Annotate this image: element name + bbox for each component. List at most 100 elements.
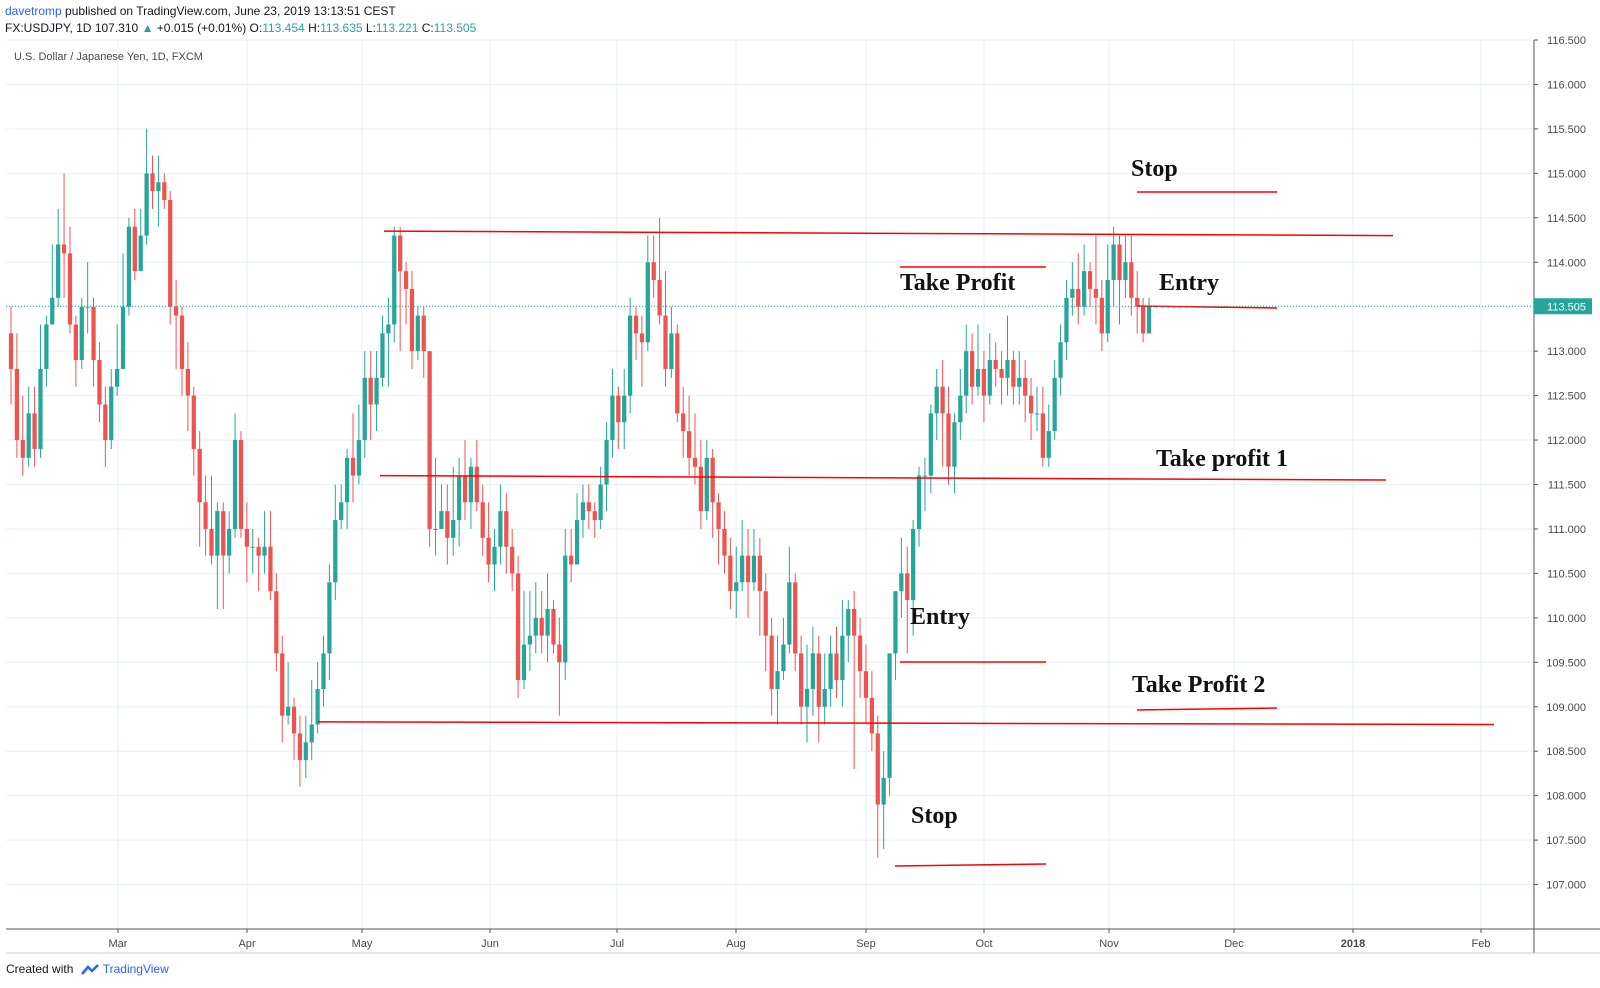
candle-body[interactable]: [616, 395, 621, 423]
trend-line-support[interactable]: [317, 721, 1495, 726]
candle-body[interactable]: [162, 182, 167, 201]
candle-body[interactable]: [527, 635, 533, 645]
candle-body[interactable]: [846, 608, 851, 636]
candle-body[interactable]: [26, 413, 31, 458]
candle-body[interactable]: [586, 502, 591, 512]
candle-body[interactable]: [1052, 377, 1057, 432]
candle-body[interactable]: [392, 235, 397, 325]
candle-body[interactable]: [109, 386, 114, 441]
candle-body[interactable]: [403, 271, 409, 289]
candle-body[interactable]: [1146, 306, 1152, 334]
candle-body[interactable]: [769, 635, 774, 689]
candle-body[interactable]: [79, 306, 84, 361]
candle-body[interactable]: [510, 546, 515, 574]
candle-body[interactable]: [728, 555, 733, 592]
candle-body[interactable]: [834, 653, 839, 681]
candle-body[interactable]: [138, 235, 143, 272]
candle-body[interactable]: [451, 520, 456, 538]
candle-body[interactable]: [339, 502, 344, 521]
candle-body[interactable]: [763, 591, 768, 636]
candle-body[interactable]: [492, 546, 497, 565]
trend-line-middle[interactable]: [379, 474, 1387, 481]
candle-body[interactable]: [822, 688, 827, 707]
candle-body[interactable]: [115, 368, 120, 387]
candle-body[interactable]: [1140, 306, 1146, 334]
candle-body[interactable]: [1123, 262, 1128, 281]
candle-body[interactable]: [468, 466, 474, 503]
tradingview-brand[interactable]: TradingView: [102, 962, 169, 976]
candle-body[interactable]: [1011, 360, 1016, 387]
candle-body[interactable]: [1135, 297, 1140, 307]
candle-body[interactable]: [557, 644, 562, 663]
candle-body[interactable]: [73, 324, 78, 361]
candle-body[interactable]: [905, 573, 910, 601]
candle-body[interactable]: [545, 608, 550, 636]
candle-body[interactable]: [256, 546, 261, 556]
candle-body[interactable]: [946, 413, 951, 467]
candle-body[interactable]: [692, 457, 698, 467]
candle-body[interactable]: [922, 475, 928, 477]
candle-body[interactable]: [480, 502, 485, 538]
candle-body[interactable]: [828, 653, 833, 689]
candle-body[interactable]: [297, 733, 303, 761]
candle-body[interactable]: [627, 315, 633, 396]
candle-body[interactable]: [203, 502, 208, 529]
candle-body[interactable]: [215, 511, 220, 556]
candle-body[interactable]: [1028, 395, 1034, 414]
candle-body[interactable]: [911, 528, 916, 601]
annotation-marker-line[interactable]: [1136, 707, 1278, 711]
candle-body[interactable]: [97, 360, 102, 405]
candle-body[interactable]: [1082, 271, 1087, 307]
candle-body[interactable]: [669, 333, 674, 369]
candle-body[interactable]: [362, 377, 367, 441]
candle-body[interactable]: [238, 440, 244, 529]
annotation-marker-line[interactable]: [894, 863, 1047, 867]
candle-body[interactable]: [409, 288, 415, 352]
candle-body[interactable]: [150, 173, 155, 192]
candle-body[interactable]: [887, 653, 892, 778]
candle-body[interactable]: [1117, 244, 1122, 281]
candle-body[interactable]: [8, 333, 14, 369]
candle-body[interactable]: [368, 377, 373, 405]
candle-body[interactable]: [221, 511, 226, 556]
candle-body[interactable]: [751, 555, 757, 583]
candle-body[interactable]: [67, 253, 73, 325]
candle-body[interactable]: [863, 671, 869, 698]
candle-body[interactable]: [244, 528, 249, 547]
candle-body[interactable]: [439, 511, 444, 529]
candle-body[interactable]: [663, 315, 668, 369]
candle-body[interactable]: [698, 466, 703, 512]
candle-body[interactable]: [498, 511, 503, 547]
annotation-label[interactable]: Take Profit 2: [1132, 672, 1265, 698]
candle-body[interactable]: [639, 333, 645, 343]
candle-body[interactable]: [474, 466, 479, 503]
candle-body[interactable]: [321, 653, 326, 689]
candle-body[interactable]: [350, 457, 356, 476]
candle-body[interactable]: [810, 653, 816, 689]
candle-body[interactable]: [598, 484, 603, 521]
candle-body[interactable]: [651, 262, 656, 281]
candle-body[interactable]: [1040, 413, 1045, 458]
annotation-label[interactable]: Stop: [911, 803, 958, 829]
candle-body[interactable]: [209, 528, 214, 556]
candle-body[interactable]: [710, 457, 715, 503]
candle-body[interactable]: [569, 555, 574, 565]
candle-body[interactable]: [120, 306, 126, 369]
candles[interactable]: [8, 128, 1152, 858]
candle-body[interactable]: [1005, 360, 1010, 378]
candle-body[interactable]: [61, 244, 67, 254]
candle-body[interactable]: [14, 368, 20, 441]
candle-body[interactable]: [716, 502, 721, 529]
candle-body[interactable]: [144, 173, 149, 236]
candle-body[interactable]: [969, 351, 975, 387]
candle-body[interactable]: [857, 635, 863, 672]
annotation-label[interactable]: Entry: [910, 604, 970, 630]
candle-body[interactable]: [1111, 244, 1116, 281]
candle-body[interactable]: [1034, 413, 1040, 415]
candle-body[interactable]: [1023, 377, 1028, 396]
candle-body[interactable]: [563, 555, 568, 663]
candle-body[interactable]: [386, 324, 391, 334]
candle-body[interactable]: [964, 351, 969, 396]
candle-body[interactable]: [103, 404, 108, 441]
annotation-label[interactable]: Take Profit: [900, 270, 1015, 296]
